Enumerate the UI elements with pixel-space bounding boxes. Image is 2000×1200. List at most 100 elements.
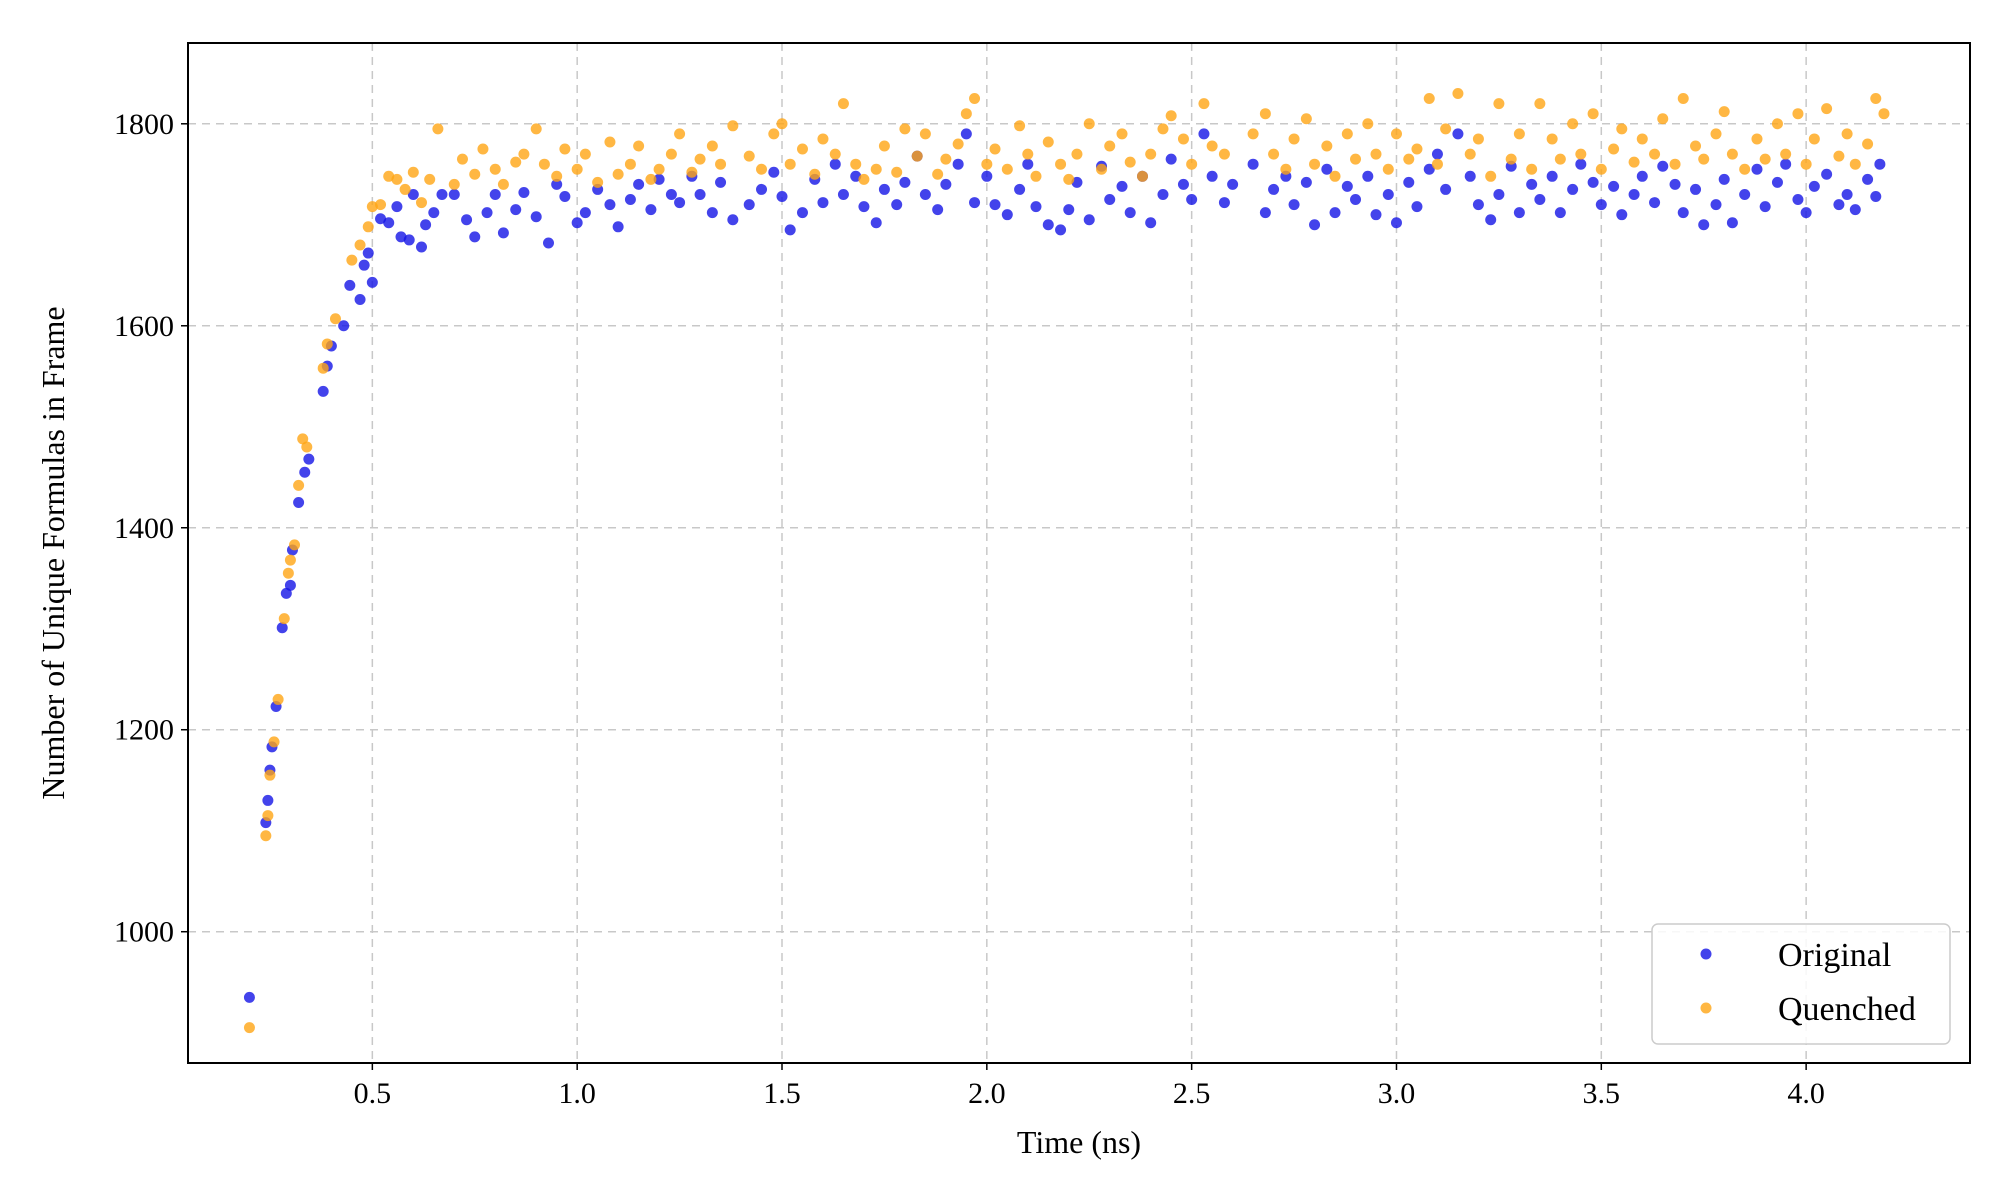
data-point-original bbox=[1792, 194, 1804, 206]
data-point-quenched bbox=[1071, 148, 1083, 160]
data-point-quenched bbox=[1587, 108, 1599, 120]
data-point-original bbox=[645, 204, 657, 216]
data-point-quenched bbox=[768, 128, 780, 140]
data-point-original bbox=[1403, 176, 1415, 188]
data-point-quenched bbox=[301, 441, 313, 453]
data-point-quenched bbox=[329, 313, 341, 325]
data-point-quenched bbox=[1726, 148, 1738, 160]
y-tick-label: 1800 bbox=[114, 108, 174, 141]
data-point-original bbox=[694, 188, 706, 200]
data-point-original bbox=[1247, 158, 1259, 170]
x-tick-label: 3.0 bbox=[1378, 1077, 1416, 1110]
data-point-quenched bbox=[686, 166, 698, 178]
x-tick-label: 4.0 bbox=[1787, 1077, 1825, 1110]
data-point-quenched bbox=[1821, 103, 1833, 115]
data-point-quenched bbox=[1771, 118, 1783, 130]
data-point-original bbox=[969, 197, 981, 209]
data-point-original bbox=[1411, 201, 1423, 213]
data-point-original bbox=[1636, 170, 1648, 182]
data-point-original bbox=[1300, 176, 1312, 188]
data-point-quenched bbox=[1636, 133, 1648, 145]
data-point-quenched bbox=[604, 136, 616, 148]
data-point-original bbox=[1800, 207, 1812, 219]
data-point-quenched bbox=[1157, 123, 1169, 135]
data-point-original bbox=[1083, 214, 1095, 226]
data-point-quenched bbox=[272, 693, 284, 705]
data-point-quenched bbox=[989, 143, 1001, 155]
data-point-quenched bbox=[653, 163, 665, 175]
data-point-original bbox=[981, 170, 993, 182]
data-point-quenched bbox=[278, 613, 290, 625]
data-point-quenched bbox=[694, 153, 706, 165]
data-point-quenched bbox=[1841, 128, 1853, 140]
data-point-original bbox=[383, 217, 395, 229]
data-point-original bbox=[1452, 128, 1464, 140]
data-point-original bbox=[727, 214, 739, 226]
data-point-quenched bbox=[1247, 128, 1259, 140]
legend-marker-quenched bbox=[1700, 1002, 1712, 1014]
data-point-quenched bbox=[456, 153, 468, 165]
data-point-original bbox=[768, 166, 780, 178]
data-point-quenched bbox=[346, 254, 358, 266]
data-point-original bbox=[1268, 183, 1280, 195]
data-point-quenched bbox=[497, 178, 509, 190]
data-point-quenched bbox=[518, 148, 530, 160]
data-point-original bbox=[952, 158, 964, 170]
data-point-quenched bbox=[407, 166, 419, 178]
data-point-original bbox=[878, 183, 890, 195]
data-point-original bbox=[579, 207, 591, 219]
data-point-original bbox=[1440, 183, 1452, 195]
data-point-quenched bbox=[317, 362, 329, 374]
data-point-quenched bbox=[850, 158, 862, 170]
data-point-original bbox=[1739, 188, 1751, 200]
data-point-quenched bbox=[1403, 153, 1415, 165]
data-point-original bbox=[1513, 207, 1525, 219]
x-tick-label: 2.0 bbox=[968, 1077, 1006, 1110]
data-point-quenched bbox=[1370, 148, 1382, 160]
y-axis-ticks: 1000 1200 1400 1600 1800 bbox=[114, 108, 188, 949]
data-point-original bbox=[420, 219, 432, 231]
data-point-original bbox=[715, 176, 727, 188]
data-point-quenched bbox=[1690, 140, 1702, 152]
data-point-quenched bbox=[817, 133, 829, 145]
data-point-original bbox=[1218, 197, 1230, 209]
data-point-original bbox=[1575, 158, 1587, 170]
data-point-original bbox=[653, 173, 665, 185]
data-point-original bbox=[344, 279, 356, 291]
data-point-original bbox=[1657, 160, 1669, 172]
data-point-quenched bbox=[551, 170, 563, 182]
data-point-quenched bbox=[375, 199, 387, 211]
data-point-quenched bbox=[321, 338, 333, 350]
data-point-quenched bbox=[1616, 123, 1628, 135]
data-point-quenched bbox=[1329, 170, 1341, 182]
data-point-original bbox=[870, 217, 882, 229]
data-point-quenched bbox=[1595, 163, 1607, 175]
data-point-original bbox=[1771, 176, 1783, 188]
data-point-quenched bbox=[1657, 113, 1669, 125]
data-point-original bbox=[817, 197, 829, 209]
data-point-original bbox=[1063, 204, 1075, 216]
data-point-original bbox=[489, 188, 501, 200]
data-point-quenched bbox=[1321, 140, 1333, 152]
data-point-quenched bbox=[1124, 156, 1136, 168]
legend: Original Quenched bbox=[1651, 923, 1951, 1045]
data-point-original bbox=[497, 227, 509, 239]
data-point-quenched bbox=[1677, 93, 1689, 105]
data-point-original bbox=[317, 385, 329, 397]
data-point-quenched bbox=[1862, 138, 1874, 150]
data-point-quenched bbox=[1452, 87, 1464, 99]
y-tick-label: 1200 bbox=[114, 714, 174, 747]
data-point-original bbox=[1649, 197, 1661, 209]
data-point-quenched bbox=[293, 479, 305, 491]
data-point-quenched bbox=[1526, 163, 1538, 175]
data-point-quenched bbox=[1001, 163, 1013, 175]
data-point-quenched bbox=[1288, 133, 1300, 145]
data-point-quenched bbox=[571, 163, 583, 175]
data-point-quenched bbox=[592, 176, 604, 188]
data-point-original bbox=[1370, 209, 1382, 221]
data-point-quenched bbox=[262, 810, 274, 822]
data-point-original bbox=[407, 188, 419, 200]
data-point-original bbox=[366, 276, 378, 288]
data-point-quenched bbox=[1309, 158, 1321, 170]
data-point-quenched bbox=[981, 158, 993, 170]
